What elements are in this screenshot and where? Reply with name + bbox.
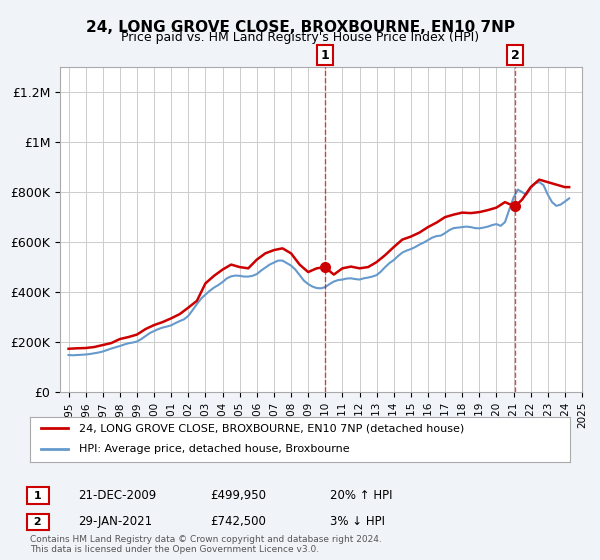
Text: 24, LONG GROVE CLOSE, BROXBOURNE, EN10 7NP (detached house): 24, LONG GROVE CLOSE, BROXBOURNE, EN10 7… xyxy=(79,423,464,433)
Text: Price paid vs. HM Land Registry's House Price Index (HPI): Price paid vs. HM Land Registry's House … xyxy=(121,31,479,44)
Text: £499,950: £499,950 xyxy=(210,489,266,502)
Text: 2: 2 xyxy=(511,49,519,62)
Text: 3% ↓ HPI: 3% ↓ HPI xyxy=(330,515,385,529)
Text: 2: 2 xyxy=(30,517,46,527)
Text: HPI: Average price, detached house, Broxbourne: HPI: Average price, detached house, Brox… xyxy=(79,445,349,455)
Text: £742,500: £742,500 xyxy=(210,515,266,529)
Text: 20% ↑ HPI: 20% ↑ HPI xyxy=(330,489,392,502)
Text: 1: 1 xyxy=(30,491,46,501)
Text: Contains HM Land Registry data © Crown copyright and database right 2024.
This d: Contains HM Land Registry data © Crown c… xyxy=(30,535,382,554)
Text: 1: 1 xyxy=(320,49,329,62)
Text: 24, LONG GROVE CLOSE, BROXBOURNE, EN10 7NP: 24, LONG GROVE CLOSE, BROXBOURNE, EN10 7… xyxy=(86,20,515,35)
Text: 21-DEC-2009: 21-DEC-2009 xyxy=(78,489,156,502)
Text: 29-JAN-2021: 29-JAN-2021 xyxy=(78,515,152,529)
